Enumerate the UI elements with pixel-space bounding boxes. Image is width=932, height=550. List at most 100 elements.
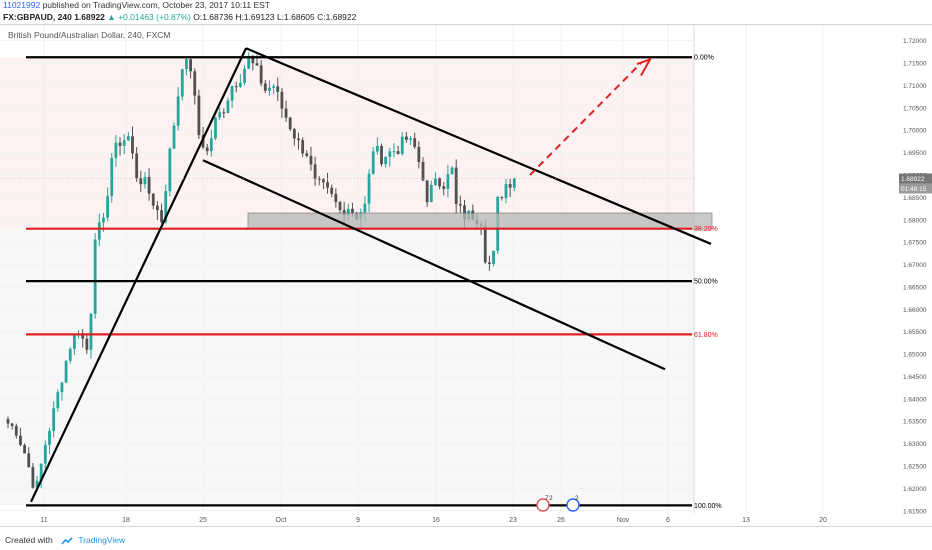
candle-body bbox=[222, 112, 226, 114]
candle bbox=[392, 143, 396, 158]
author-link[interactable]: 11021992 bbox=[3, 0, 41, 10]
candle bbox=[135, 147, 139, 182]
candle-body bbox=[421, 161, 425, 181]
candle-body bbox=[508, 184, 512, 188]
candle bbox=[222, 108, 226, 119]
y-tick-label: 1.71500 bbox=[903, 61, 927, 68]
published-text: published on TradingView.com, October 23… bbox=[42, 0, 271, 10]
candle bbox=[417, 141, 421, 169]
candle-body bbox=[297, 138, 300, 141]
projection-arrow-line[interactable] bbox=[529, 62, 642, 176]
y-tick-label: 1.63000 bbox=[903, 441, 927, 448]
candle bbox=[405, 131, 408, 143]
candle bbox=[384, 156, 388, 168]
candle bbox=[492, 250, 495, 267]
candle bbox=[68, 347, 72, 364]
candle-body bbox=[409, 138, 412, 140]
candle bbox=[313, 156, 317, 186]
candle-body bbox=[512, 178, 516, 188]
candle bbox=[81, 329, 85, 348]
candle bbox=[268, 80, 271, 96]
candle bbox=[52, 401, 56, 438]
candle bbox=[147, 168, 151, 201]
candle bbox=[48, 427, 51, 455]
y-tick-label: 1.61500 bbox=[903, 508, 927, 515]
event-flag-icon[interactable] bbox=[536, 498, 550, 512]
candle bbox=[160, 203, 163, 224]
candle bbox=[488, 255, 491, 271]
candle-body bbox=[226, 100, 230, 114]
candle-body bbox=[429, 184, 433, 203]
y-tick-label: 1.70500 bbox=[903, 105, 927, 112]
candle-body bbox=[255, 63, 259, 66]
candle bbox=[110, 152, 114, 204]
candle-body bbox=[156, 205, 159, 211]
candle-body bbox=[14, 425, 18, 436]
candle bbox=[263, 80, 267, 94]
candle-body bbox=[81, 334, 85, 339]
candle bbox=[93, 233, 97, 319]
candle-body bbox=[417, 146, 421, 162]
x-tick-label: 13 bbox=[742, 517, 750, 524]
candle bbox=[27, 447, 31, 468]
y-tick-label: 1.65500 bbox=[903, 329, 927, 336]
candle bbox=[143, 172, 147, 189]
candle bbox=[180, 68, 184, 101]
candle-body bbox=[214, 117, 217, 139]
event-flag-icon[interactable] bbox=[566, 498, 580, 512]
x-tick-label: 11 bbox=[40, 517, 47, 524]
created-with-text: Created with bbox=[5, 535, 53, 545]
candle bbox=[367, 169, 371, 213]
candle-body bbox=[305, 153, 309, 156]
candle bbox=[454, 159, 458, 214]
candle-body bbox=[176, 96, 180, 126]
x-tick-label: 6 bbox=[666, 517, 670, 524]
candle-body bbox=[284, 108, 288, 118]
candle bbox=[6, 416, 10, 429]
candle bbox=[131, 126, 134, 159]
candle bbox=[39, 463, 43, 489]
candle bbox=[239, 74, 242, 88]
candle-body bbox=[110, 157, 114, 197]
current-price-tag bbox=[899, 173, 932, 184]
candle-body bbox=[330, 187, 334, 194]
candle-body bbox=[131, 136, 134, 154]
candle bbox=[226, 97, 230, 114]
close-value: C:1.68922 bbox=[317, 12, 357, 22]
candle bbox=[429, 180, 433, 203]
candle-body bbox=[23, 445, 26, 454]
candle bbox=[126, 131, 130, 142]
candle bbox=[301, 137, 305, 157]
trend-line[interactable] bbox=[245, 47, 712, 245]
candle-body bbox=[338, 202, 342, 211]
candle-body bbox=[322, 179, 325, 183]
candle bbox=[330, 184, 334, 198]
x-tick-label: 26 bbox=[557, 517, 565, 524]
candle-body bbox=[292, 129, 296, 139]
candle-body bbox=[164, 191, 168, 223]
candle bbox=[400, 132, 404, 156]
trend-line[interactable] bbox=[30, 47, 247, 503]
y-tick-label: 1.67000 bbox=[903, 262, 927, 269]
candle bbox=[19, 427, 22, 447]
fib-label: 61.80% bbox=[694, 332, 718, 339]
candle bbox=[139, 170, 143, 192]
brand-link[interactable]: TradingView bbox=[78, 535, 126, 545]
candle bbox=[512, 177, 516, 192]
candle bbox=[421, 157, 425, 182]
trend-line[interactable] bbox=[202, 159, 666, 371]
candle-body bbox=[143, 176, 147, 185]
candle-body bbox=[73, 334, 76, 349]
y-tick-label: 1.63500 bbox=[903, 419, 927, 426]
candle-body bbox=[454, 167, 458, 205]
candle-body bbox=[251, 55, 255, 64]
event-sub-label: 2 bbox=[549, 495, 553, 502]
current-price-label: 1.68922 bbox=[901, 176, 925, 183]
y-tick-label: 1.70000 bbox=[903, 128, 927, 135]
y-tick-label: 1.68000 bbox=[903, 217, 927, 224]
candle-body bbox=[268, 87, 271, 91]
symbol-bar: FX:GBPAUD, 240 1.68922 ▲ +0.01463 (+0.87… bbox=[3, 11, 356, 23]
candle bbox=[292, 127, 296, 146]
candle bbox=[10, 422, 14, 430]
